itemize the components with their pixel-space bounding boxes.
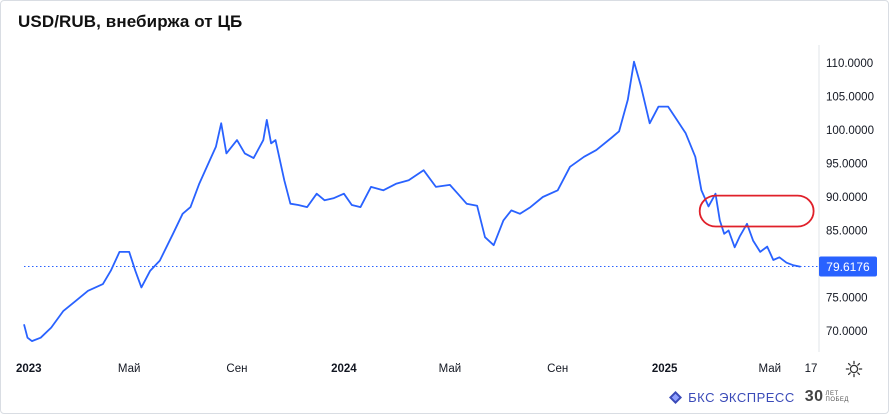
brand-name: БКС ЭКСПРЕСС [688, 389, 795, 405]
brand-years-caption-2: ПОБЕД [825, 397, 849, 403]
brand-years-caption-1: ЛЕТ [825, 391, 839, 397]
bks-logo-icon [669, 390, 683, 404]
brand-years-number: 30 [804, 388, 824, 405]
y-tick-label: 105.0000 [826, 92, 874, 104]
brand-years: 30 ЛЕТ ПОБЕД [805, 388, 849, 406]
settings-gear-icon[interactable] [845, 360, 863, 378]
x-tick-label: 17 [805, 363, 818, 375]
last-price-value: 79.6176 [826, 260, 870, 274]
y-tick-label: 85.0000 [826, 226, 868, 238]
y-axis: 70.000075.000080.000085.000090.000095.00… [826, 58, 874, 338]
x-tick-label: Май [439, 363, 462, 375]
y-tick-label: 90.0000 [826, 192, 868, 204]
x-tick-label: Сен [226, 363, 247, 375]
x-axis: 2023 Май Сен 2024 Май Сен 2025 Май 17 [16, 363, 817, 375]
series-line-usdrub[interactable] [23, 60, 801, 342]
brand-years-caption: ЛЕТ ПОБЕД [826, 391, 849, 403]
y-tick-label: 100.0000 [826, 125, 874, 137]
brand-logo: БКС ЭКСПРЕСС 30 ЛЕТ ПОБЕД [669, 388, 849, 406]
x-tick-label: Сен [547, 363, 568, 375]
x-tick-label: Май [118, 363, 141, 375]
x-tick-label: 2023 [16, 363, 42, 375]
last-price-badge-bg [819, 256, 877, 277]
y-tick-label: 70.0000 [826, 326, 868, 338]
chart-title: USD/RUB, внебиржа от ЦБ [18, 12, 243, 31]
x-tick-label: 2024 [331, 363, 357, 375]
last-price-badge: 79.6176 [819, 256, 877, 277]
y-tick-label: 95.0000 [826, 159, 868, 171]
y-tick-label: 110.0000 [826, 58, 873, 70]
highlight-ellipse [698, 194, 815, 228]
y-tick-label: 75.0000 [826, 293, 868, 305]
x-tick-label: 2025 [652, 363, 678, 375]
x-tick-label: Май [759, 363, 782, 375]
